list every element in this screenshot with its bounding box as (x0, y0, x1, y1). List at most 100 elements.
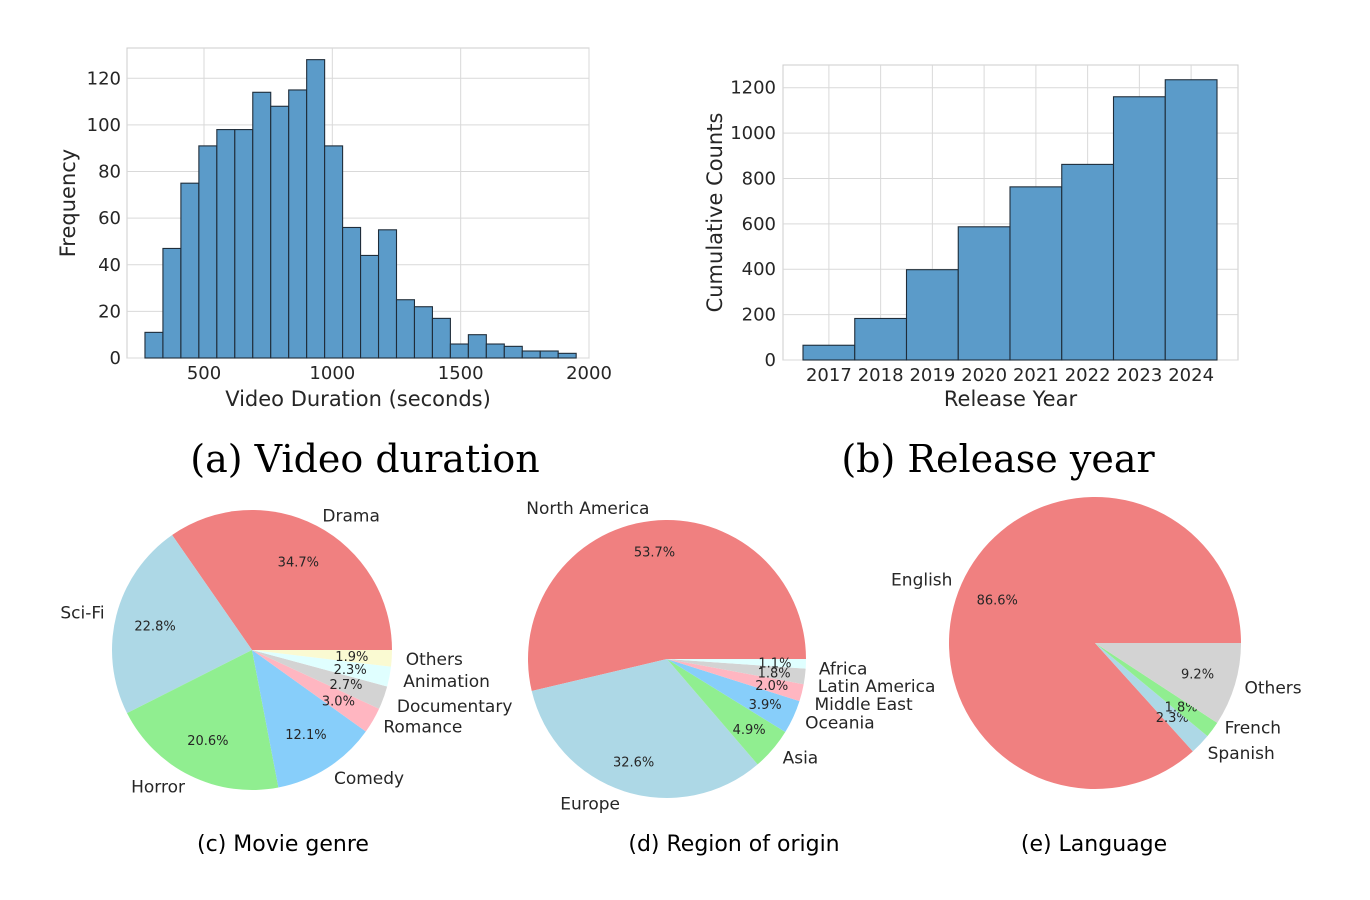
y-tick-label: 60 (98, 208, 121, 229)
pie-slice (172, 510, 392, 650)
pie-percent-label: 86.6% (977, 594, 1018, 609)
chart-movie-genre: Drama 34.7% Sci-Fi 22.8% Horror 20.6% Comedy 12… (60, 506, 512, 797)
x-tick-label: 2020 (961, 365, 1007, 386)
x-tick-label: 2017 (806, 365, 852, 386)
pie-percent-label: 20.6% (187, 734, 228, 749)
cumulative-bar (957, 226, 1011, 361)
x-axis-label: Release Year (944, 387, 1078, 411)
pie-slice-label: Asia (783, 749, 819, 769)
pie-percent-label: 34.7% (278, 555, 319, 570)
pie-percent-label: 9.2% (1181, 668, 1214, 683)
y-tick-label: 80 (98, 162, 121, 183)
pie-slice-label: Middle East (814, 695, 913, 715)
pie-slice-label: Horror (131, 777, 185, 797)
pie-slice-label: French (1225, 719, 1282, 739)
pie-percent-label: 1.8% (758, 667, 791, 682)
x-tick-label: 2024 (1168, 365, 1214, 386)
chart-video-duration: 500 1000 1500 2000 0 20 40 60 80 100 120 Video Dura… (56, 47, 612, 411)
y-tick-label: 40 (98, 255, 121, 276)
histogram-bar (162, 247, 182, 359)
pie-percent-label: 12.1% (285, 728, 326, 743)
histogram-bar (557, 352, 577, 359)
y-tick-label: 800 (742, 168, 776, 189)
pie-slice (527, 519, 806, 692)
pie-percent-label: 32.6% (613, 756, 654, 771)
pie-slice (667, 659, 804, 702)
y-tick-label: 0 (765, 350, 776, 371)
histogram-bar (144, 331, 164, 359)
x-tick-label: 500 (187, 363, 221, 384)
histogram-bar (306, 59, 326, 359)
pie-percent-label: 22.8% (134, 619, 175, 634)
histogram-bar (234, 129, 254, 359)
histogram-bar (395, 299, 416, 359)
pie-slice (667, 659, 786, 765)
pie-percent-label: 1.1% (758, 657, 791, 672)
pie-slice-label: Others (406, 650, 463, 670)
pie-percent-label: 3.9% (749, 698, 782, 713)
pie-slice-label: Drama (322, 506, 379, 526)
caption-e: (e) Language (1021, 832, 1167, 857)
histogram-bar (377, 229, 398, 359)
x-tick-label: 1500 (438, 363, 484, 384)
cumulative-bar (905, 269, 959, 361)
pie-slice (948, 496, 1241, 789)
pie-percent-label: 3.0% (322, 694, 355, 709)
pie-percent-label: 4.9% (733, 723, 766, 738)
pie-percent-label: 2.3% (334, 663, 367, 678)
pie-slice (531, 659, 758, 798)
caption-c: (c) Movie genre (197, 832, 369, 857)
cumulative-bar (1009, 186, 1063, 361)
x-tick-label: 2022 (1065, 365, 1111, 386)
histogram-bar (198, 145, 218, 359)
pie-slice (252, 650, 366, 788)
cumulative-bar (1112, 96, 1166, 361)
cumulative-bar (1061, 163, 1115, 361)
pie-slice-label: Africa (819, 659, 868, 679)
pie-slice-label: Oceania (805, 713, 875, 733)
caption-a: (a) Video duration (190, 437, 539, 481)
histogram-bar (216, 129, 236, 359)
pie-percent-label: 53.7% (634, 546, 675, 561)
pie-slice (667, 659, 800, 732)
pie-slice-label: English (891, 571, 952, 591)
y-tick-label: 200 (742, 305, 776, 326)
histogram-bar (270, 105, 290, 359)
pie-slice-label: Spanish (1208, 744, 1275, 764)
pie-percent-label: 1.9% (335, 650, 368, 665)
histogram-bar (539, 350, 559, 359)
y-tick-label: 0 (110, 348, 121, 369)
histogram-bar (467, 334, 487, 359)
x-axis-label: Video Duration (seconds) (225, 387, 491, 411)
pie-slice-label: North America (526, 499, 649, 519)
y-tick-label: 1200 (730, 78, 776, 99)
pie-slice (1095, 643, 1218, 737)
pie-slice (127, 650, 279, 790)
histogram-bar (360, 254, 380, 359)
x-tick-label: 2023 (1116, 365, 1162, 386)
y-tick-label: 1000 (730, 123, 776, 144)
x-tick-label: 2000 (566, 363, 612, 384)
histogram-bar (180, 182, 200, 359)
pie-slice-label: Latin America (818, 677, 936, 697)
histogram-bar (449, 343, 469, 359)
pie-slice (252, 650, 392, 667)
pie-slice-label: Comedy (334, 769, 404, 789)
pie-slice-label: Animation (403, 672, 490, 692)
x-tick-label: 2019 (909, 365, 955, 386)
pie-slice-label: Documentary (397, 697, 513, 717)
chart-release-year: 2017 2018 2019 2020 2021 2022 2023 202402004006… (703, 64, 1239, 411)
pie-slice (252, 650, 392, 687)
histogram-bar (288, 89, 308, 359)
pie-slice (1095, 643, 1208, 752)
pie-slice (111, 535, 253, 714)
pie-slice-label: Sci-Fi (60, 604, 104, 624)
histogram-bar (413, 306, 433, 359)
pie-slice-label: Europe (560, 795, 620, 815)
pie-slice (667, 659, 806, 669)
histogram-bar (521, 350, 541, 359)
cumulative-bar (1164, 79, 1218, 361)
y-tick-label: 400 (742, 259, 776, 280)
caption-d: (d) Region of origin (628, 832, 839, 857)
